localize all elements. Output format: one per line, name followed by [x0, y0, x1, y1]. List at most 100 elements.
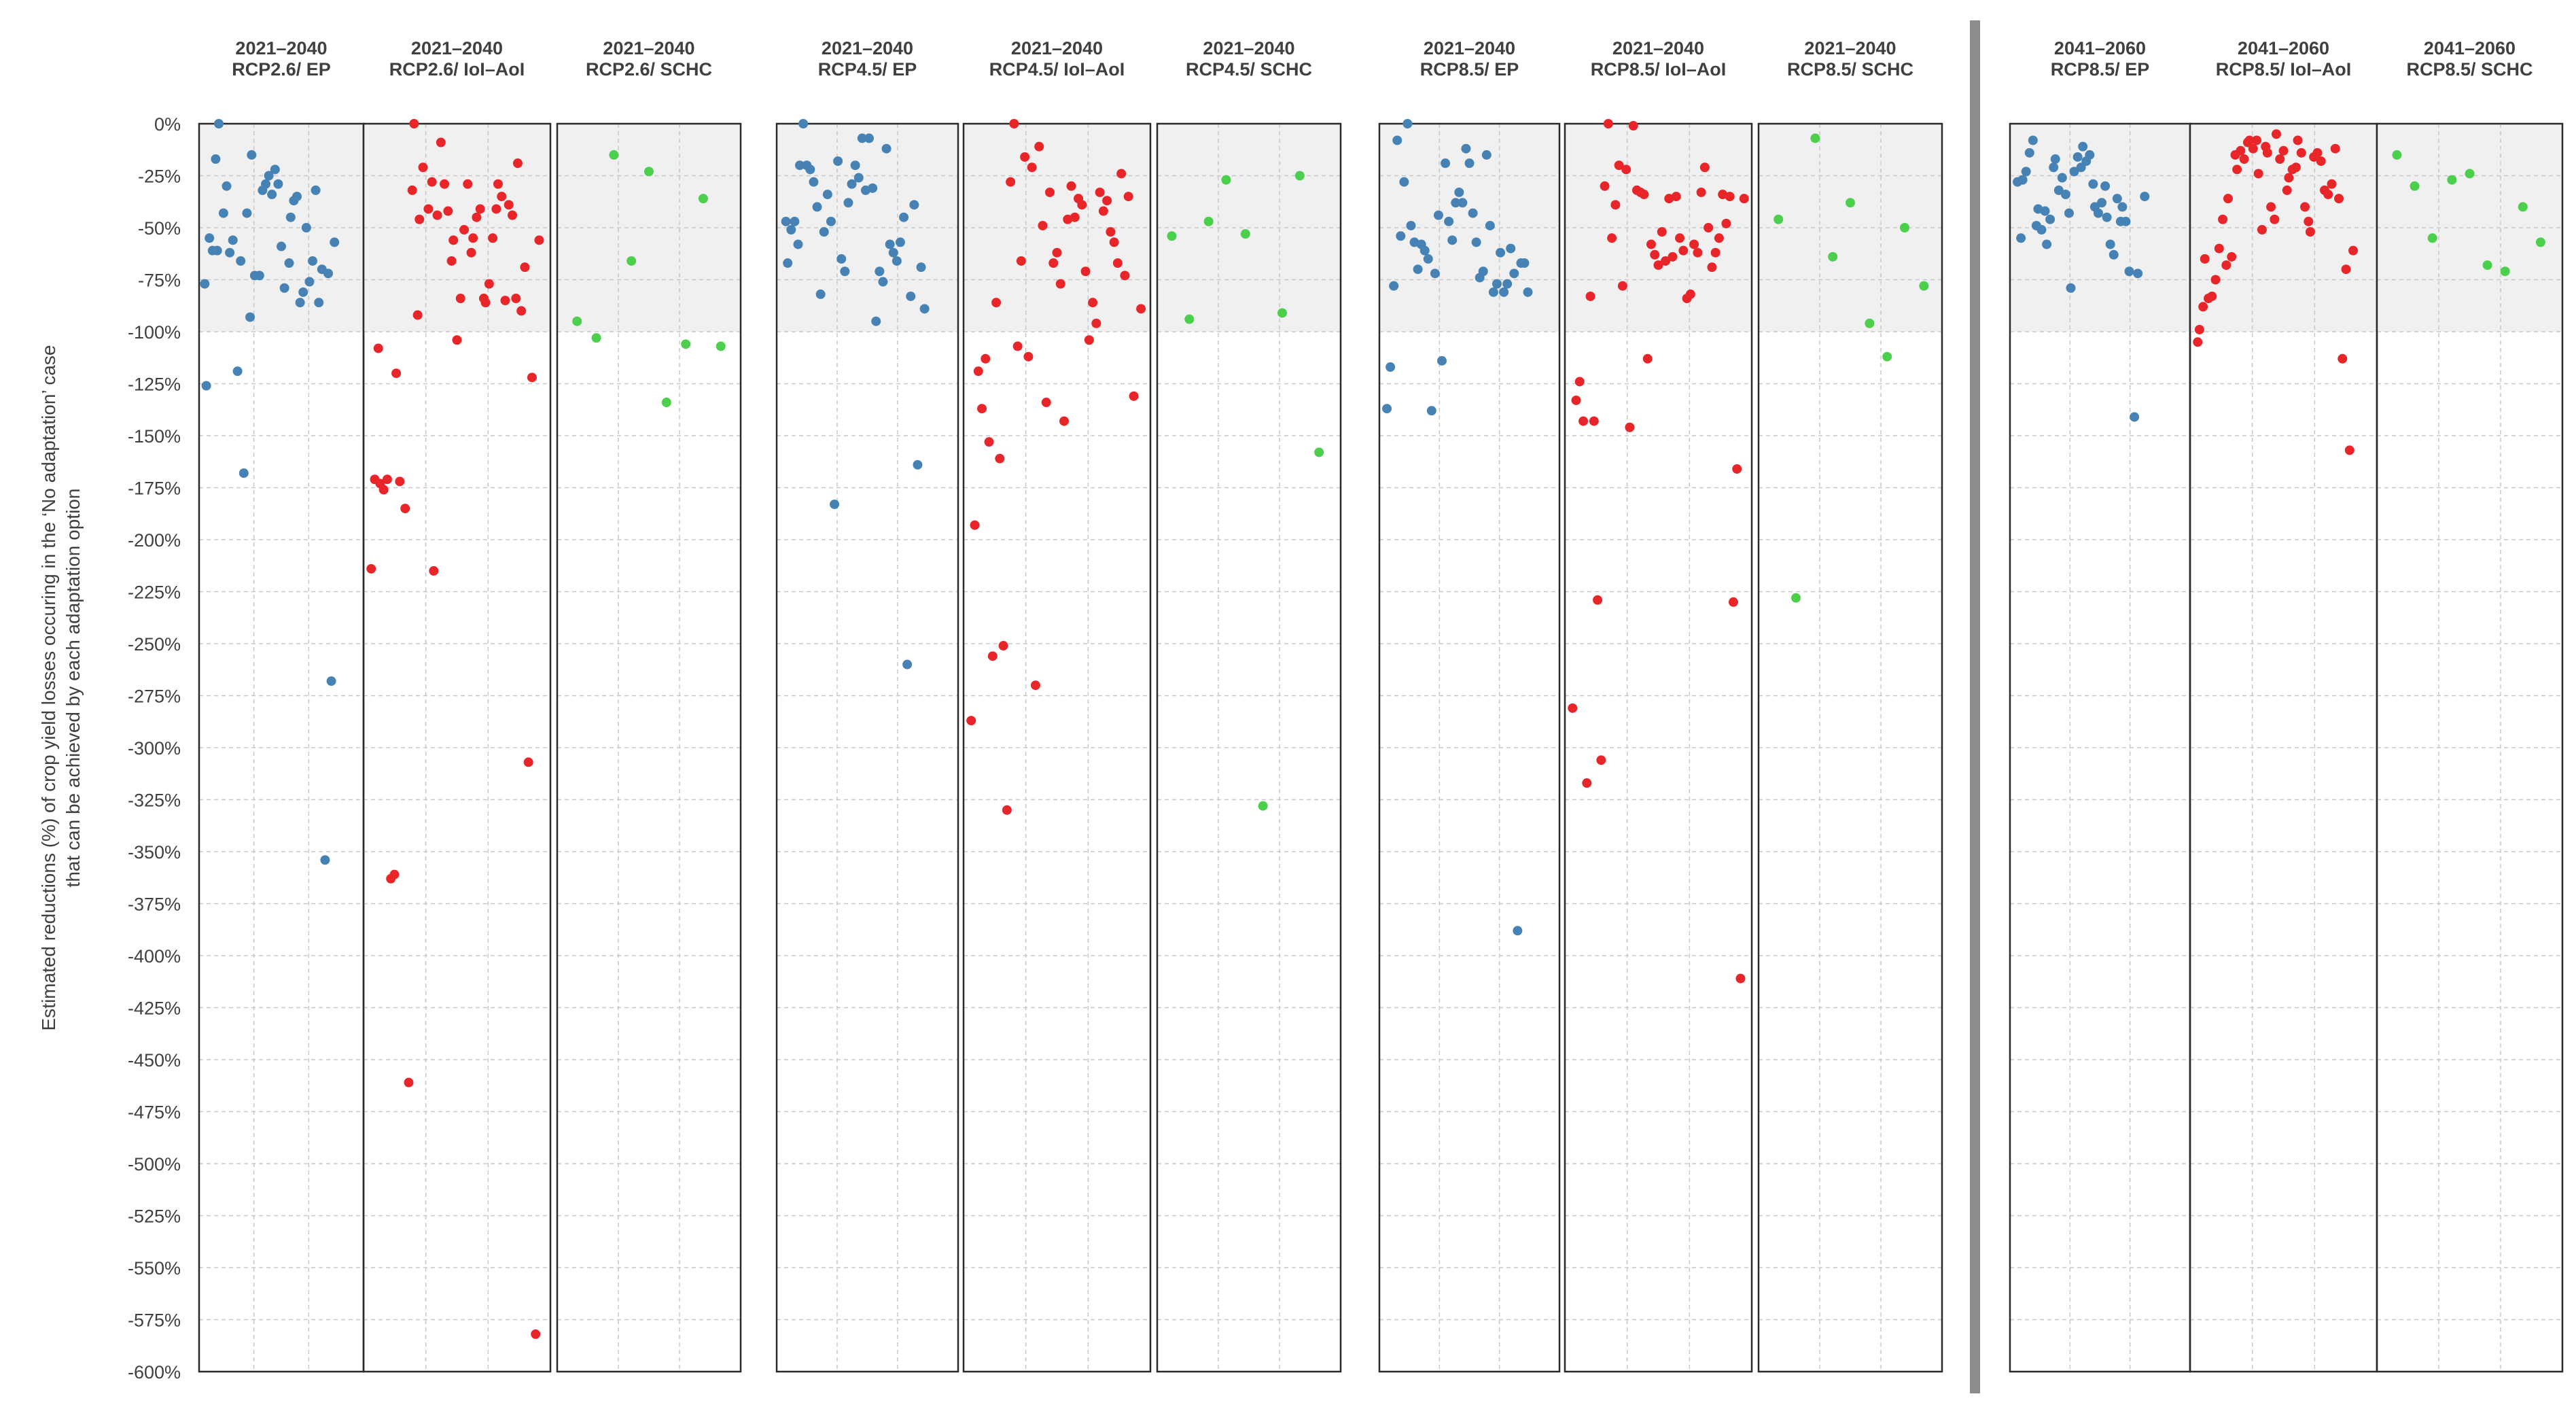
data-point: [1080, 266, 1091, 277]
data-point: [1063, 214, 1073, 224]
data-point: [391, 368, 402, 379]
data-point: [429, 566, 439, 576]
data-point: [1653, 260, 1663, 271]
data-point: [1437, 355, 1447, 366]
data-point: [508, 210, 518, 220]
data-point: [1639, 190, 1649, 200]
data-point: [308, 256, 317, 266]
data-point: [2232, 164, 2242, 175]
data-point: [2057, 173, 2067, 183]
data-point: [284, 258, 294, 268]
y-tick-label: -25%: [138, 167, 181, 187]
y-tick-label: -125%: [128, 375, 181, 395]
panel-title-scenario: RCP8.5/ EP: [1420, 59, 1519, 80]
data-point: [1129, 391, 1139, 401]
data-point: [1488, 287, 1498, 297]
data-point: [1464, 158, 1475, 169]
data-point: [2210, 275, 2221, 285]
data-point: [2064, 208, 2074, 218]
data-point: [1589, 416, 1599, 426]
data-point: [2312, 147, 2323, 158]
data-point: [1593, 595, 1603, 605]
data-point: [311, 185, 321, 195]
data-point: [1167, 231, 1177, 241]
data-point: [412, 310, 423, 320]
period-separator: [1970, 20, 1980, 1393]
data-point: [991, 298, 1002, 308]
data-point: [2130, 412, 2140, 422]
data-point: [906, 291, 916, 301]
data-point: [201, 381, 211, 391]
data-point: [2330, 143, 2340, 154]
data-point: [1077, 200, 1087, 210]
y-tick-label: -100%: [128, 322, 181, 343]
y-tick-label: -300%: [128, 738, 181, 759]
data-point: [819, 227, 829, 237]
data-point: [795, 160, 805, 171]
data-point: [2140, 192, 2150, 202]
data-point: [1016, 256, 1026, 266]
data-point: [468, 233, 478, 243]
data-point: [395, 476, 405, 487]
data-point: [2078, 141, 2088, 152]
data-point: [1571, 395, 1581, 405]
data-point: [2284, 173, 2294, 183]
data-point: [853, 173, 864, 183]
data-point: [786, 225, 796, 235]
data-point: [871, 316, 881, 326]
data-point: [609, 150, 619, 160]
data-point: [875, 266, 885, 277]
data-point: [254, 271, 264, 281]
data-point: [2304, 216, 2314, 226]
data-point: [2278, 145, 2289, 156]
data-point: [1650, 249, 1660, 260]
panel-title-period: 2021–2040: [1804, 38, 1896, 58]
data-point: [913, 459, 923, 470]
data-point: [1714, 233, 1724, 243]
data-point: [2296, 147, 2306, 158]
panel-frame: [1378, 122, 1561, 1373]
panel-frame: [775, 122, 959, 1373]
y-tick-label: -425%: [128, 998, 181, 1019]
y-tick-label: -275%: [128, 686, 181, 707]
panel-title-scenario: RCP4.5/ IoI–AoI: [989, 59, 1125, 80]
data-point: [1468, 208, 1478, 218]
panel-title-period: 2021–2040: [603, 38, 694, 58]
data-point: [488, 233, 498, 243]
data-point: [970, 520, 980, 530]
data-point: [2214, 243, 2224, 254]
data-point: [1728, 597, 1738, 607]
y-tick-label: -50%: [138, 218, 181, 239]
data-point: [809, 177, 819, 187]
panel-title-period: 2041–2060: [2424, 38, 2516, 58]
data-point: [1607, 233, 1617, 243]
data-point: [1610, 200, 1621, 210]
data-point: [793, 239, 803, 249]
data-point: [1430, 268, 1440, 279]
data-point: [440, 179, 450, 189]
data-point: [497, 192, 507, 202]
data-point: [2036, 225, 2047, 235]
data-point: [2410, 181, 2420, 191]
data-point: [2218, 214, 2228, 224]
data-point: [326, 676, 336, 686]
data-point: [1451, 198, 1461, 208]
data-point: [987, 651, 998, 661]
data-point: [1095, 187, 1105, 197]
data-point: [902, 659, 913, 669]
data-point: [1399, 177, 1409, 187]
data-point: [414, 214, 425, 224]
data-point: [323, 268, 333, 279]
data-point: [2535, 237, 2545, 247]
data-point: [2262, 147, 2272, 158]
y-tick-label: 0%: [154, 114, 181, 135]
data-point: [1258, 801, 1268, 811]
panel-frame: [556, 122, 742, 1373]
data-point: [2316, 156, 2326, 167]
data-point: [214, 119, 224, 128]
data-point: [2198, 302, 2208, 312]
data-point: [520, 262, 530, 273]
data-point: [2282, 185, 2292, 195]
panel-title-scenario: RCP8.5/ IoI–AoI: [2216, 59, 2352, 80]
